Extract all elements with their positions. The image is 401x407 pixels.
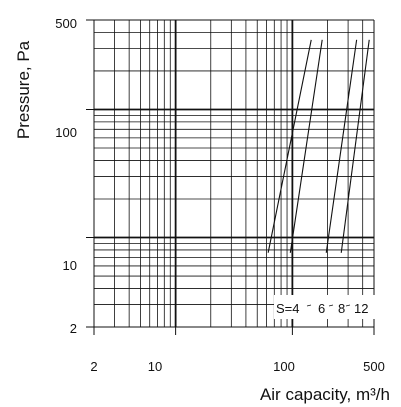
x-tick-label: 500 [363, 359, 385, 374]
series-line-6 [289, 39, 323, 253]
label-separator [328, 304, 334, 307]
plot-frame [86, 19, 375, 335]
series-label-background [274, 295, 375, 319]
series-line-8 [325, 39, 358, 253]
series-label: 8 [338, 301, 345, 316]
series-label: S=4 [276, 301, 300, 316]
y-tick-label: 100 [55, 125, 77, 140]
x-tick-label: 100 [273, 359, 295, 374]
x-tick-label: 10 [148, 359, 162, 374]
y-tick-labels: 2 10 100 500 [55, 16, 77, 336]
y-tick-label: 10 [63, 258, 77, 273]
label-separator [345, 304, 351, 307]
series-line-12 [340, 39, 370, 253]
series-line-4 [267, 39, 312, 253]
series-label: 12 [354, 301, 368, 316]
y-tick-label: 2 [70, 321, 77, 336]
grid [93, 19, 375, 328]
x-tick-labels: 2 10 100 500 [90, 359, 384, 374]
label-separator [306, 304, 312, 307]
y-tick-label: 500 [55, 16, 77, 31]
series-lines [267, 39, 370, 253]
y-axis-title: Pressure, Pa [14, 40, 33, 139]
series-label-box: S=4 6 8 12 [274, 295, 375, 319]
x-tick-label: 2 [90, 359, 97, 374]
x-axis-title: Air capacity, m³/h [260, 385, 390, 404]
series-label: 6 [318, 301, 325, 316]
